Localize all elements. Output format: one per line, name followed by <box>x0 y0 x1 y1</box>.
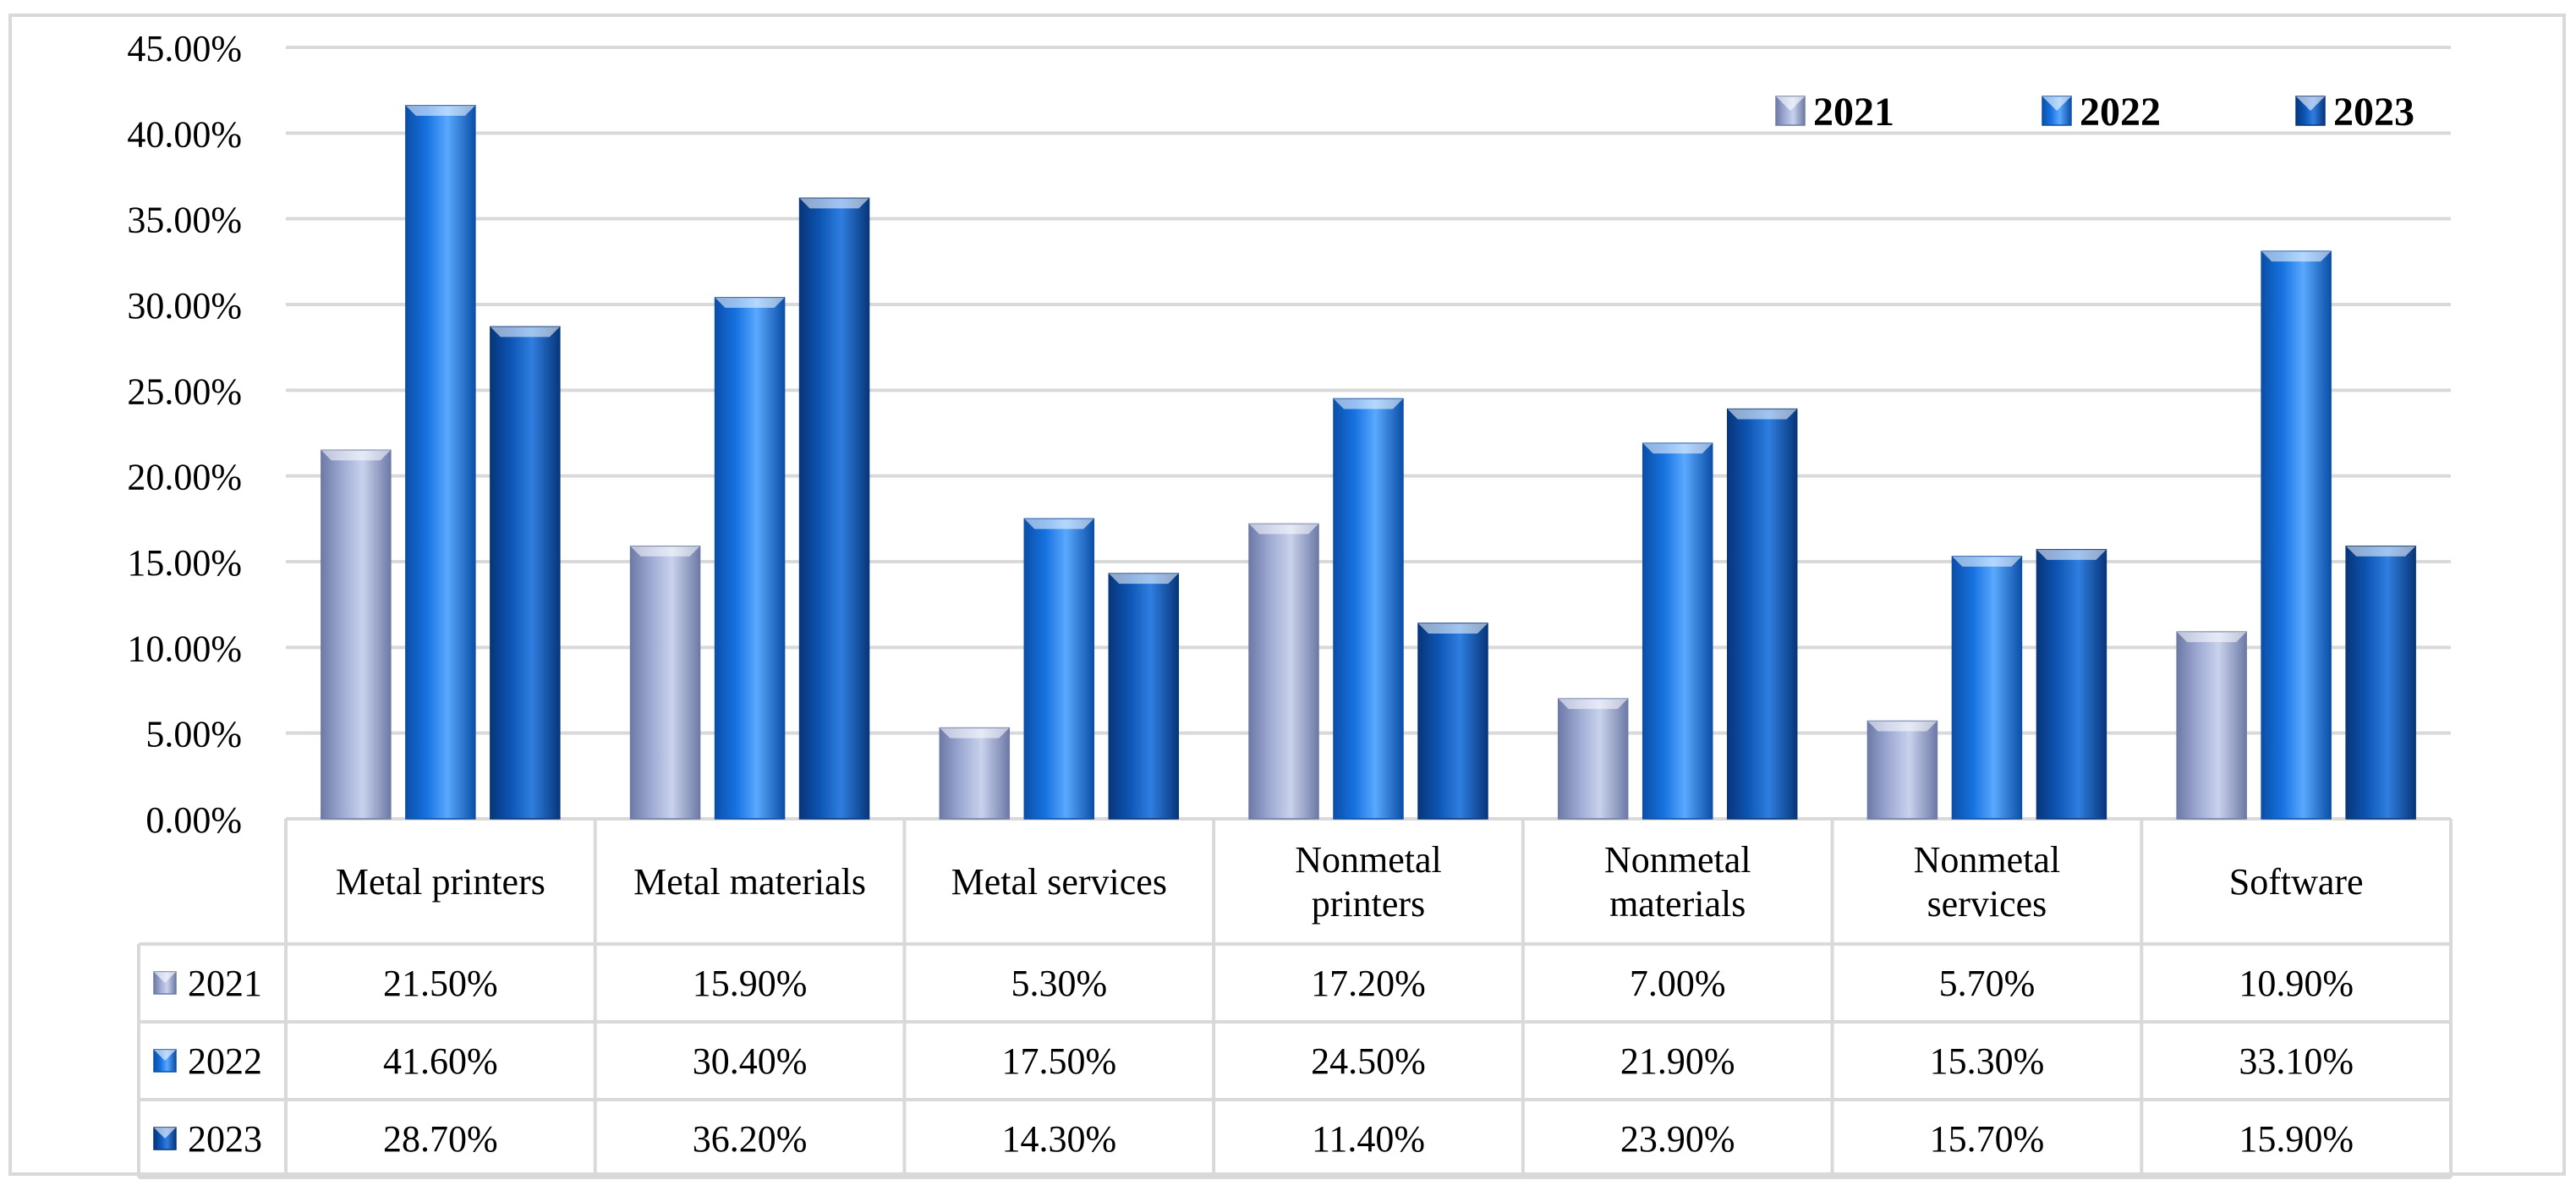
bar-cap <box>2177 632 2246 642</box>
bar-cap <box>2261 251 2331 261</box>
table-value-2021: 10.90% <box>2239 963 2354 1004</box>
bar-2023-5 <box>2036 550 2106 819</box>
y-tick-label: 20.00% <box>127 457 242 498</box>
category-label: Software <box>2229 861 2364 903</box>
bar-2023-0 <box>491 327 560 819</box>
bar-cap <box>1249 524 1318 534</box>
category-label: Metal materials <box>633 861 866 903</box>
bar-2023-1 <box>800 198 869 819</box>
bar-2023-4 <box>1728 409 1797 819</box>
bar-2021-3 <box>1249 524 1318 819</box>
bar-cap <box>1643 443 1713 453</box>
bar-cap <box>940 728 1009 738</box>
y-tick-label: 35.00% <box>127 200 242 241</box>
bar-cap <box>2346 546 2415 557</box>
bar-2021-6 <box>2177 632 2246 819</box>
bar-2022-5 <box>1952 557 2021 819</box>
legend-key-table-2021 <box>154 972 176 994</box>
bar-2022-3 <box>1334 398 1403 819</box>
bar-cap <box>715 298 785 308</box>
bar-cap <box>1867 721 1937 731</box>
bar-cap <box>2036 550 2106 560</box>
table-value-2021: 7.00% <box>1630 963 1726 1004</box>
table-value-2023: 36.20% <box>693 1118 808 1160</box>
bar-cap <box>631 546 700 557</box>
table-value-2023: 11.40% <box>1312 1118 1425 1160</box>
bar-cap <box>491 327 560 337</box>
bar-2023-6 <box>2346 546 2415 819</box>
table-series-label: 2023 <box>188 1118 262 1160</box>
bar-chart: 0.00% 5.00% 10.00% 15.00% 20.00% 25.00% 30.00%… <box>0 0 2576 1187</box>
legend-key-2021 <box>1776 96 1805 125</box>
category-label: Metal printers <box>336 861 545 903</box>
legend-key-2023 <box>2296 96 2325 125</box>
y-tick-label: 0.00% <box>145 799 242 841</box>
table-series-label: 2021 <box>188 963 262 1004</box>
table-value-2021: 5.70% <box>1939 963 2036 1004</box>
chart-container: 0.00% 5.00% 10.00% 15.00% 20.00% 25.00% 30.00%… <box>0 0 2576 1187</box>
table-value-2021: 15.90% <box>693 963 808 1004</box>
table-value-2023: 28.70% <box>383 1118 498 1160</box>
bar-2022-4 <box>1643 443 1713 819</box>
bar-2021-4 <box>1559 699 1628 819</box>
bar-2022-0 <box>406 106 475 819</box>
y-tick-label: 15.00% <box>127 542 242 584</box>
table-value-2022: 21.90% <box>1620 1040 1735 1082</box>
bar-cap <box>1334 398 1403 409</box>
bar-cap <box>1952 557 2021 567</box>
bar-cap <box>1728 409 1797 420</box>
table-value-2022: 24.50% <box>1311 1040 1426 1082</box>
bar-cap <box>406 106 475 116</box>
legend-key-table-2023 <box>154 1128 176 1150</box>
legend-label-2021: 2021 <box>1813 90 1894 134</box>
bar-2021-1 <box>631 546 700 819</box>
table-value-2023: 14.30% <box>1001 1118 1116 1160</box>
table-series-label: 2022 <box>188 1040 262 1082</box>
legend-label-2022: 2022 <box>2080 90 2161 134</box>
bar-2023-2 <box>1109 574 1178 819</box>
bar-2021-2 <box>940 728 1009 819</box>
y-tick-label: 5.00% <box>145 714 242 755</box>
table-value-2022: 33.10% <box>2239 1040 2354 1082</box>
y-tick-label: 25.00% <box>127 370 242 412</box>
table-value-2021: 21.50% <box>383 963 498 1004</box>
table-value-2022: 17.50% <box>1001 1040 1116 1082</box>
legend-key-2022 <box>2042 96 2071 125</box>
table-value-2023: 15.70% <box>1930 1118 2045 1160</box>
bar-cap <box>1024 519 1093 529</box>
bar-cap <box>321 450 391 460</box>
bar-cap <box>1559 699 1628 709</box>
bar-2022-1 <box>715 298 785 819</box>
y-tick-label: 45.00% <box>127 28 242 69</box>
legend-key-table-2022 <box>154 1050 176 1072</box>
y-tick-label: 30.00% <box>127 285 242 327</box>
table-value-2022: 41.60% <box>383 1040 498 1082</box>
table-value-2023: 23.90% <box>1620 1118 1735 1160</box>
y-tick-label: 10.00% <box>127 628 242 669</box>
bar-2023-3 <box>1418 623 1488 819</box>
bar-2021-5 <box>1867 721 1937 819</box>
bar-2022-2 <box>1024 519 1093 819</box>
table-value-2022: 15.30% <box>1930 1040 2045 1082</box>
legend-label-2023: 2023 <box>2333 90 2414 134</box>
bar-cap <box>1418 623 1488 634</box>
y-tick-label: 40.00% <box>127 113 242 155</box>
bar-2021-0 <box>321 450 391 819</box>
table-value-2021: 17.20% <box>1311 963 1426 1004</box>
table-value-2023: 15.90% <box>2239 1118 2354 1160</box>
category-label: Metal services <box>951 861 1167 903</box>
table-value-2022: 30.40% <box>693 1040 808 1082</box>
table-value-2021: 5.30% <box>1011 963 1107 1004</box>
bar-cap <box>800 198 869 208</box>
bar-2022-6 <box>2261 251 2331 819</box>
bar-cap <box>1109 574 1178 584</box>
